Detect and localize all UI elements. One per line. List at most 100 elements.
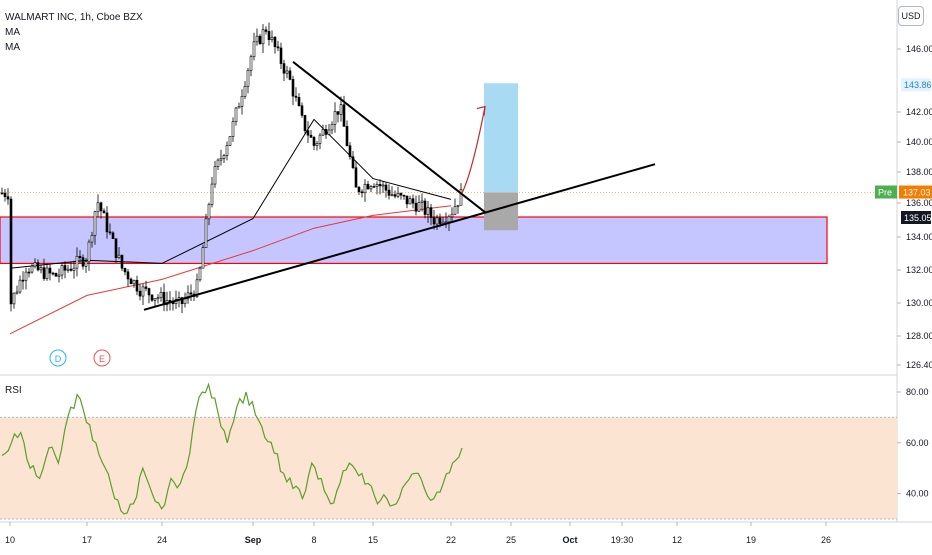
candle-body [93, 211, 97, 236]
price-tick-label: 138.00 [906, 167, 932, 177]
candle-body [363, 183, 367, 194]
candle-body [240, 95, 244, 107]
candle-body [24, 271, 28, 281]
time-tick-label: 19:30 [611, 535, 634, 545]
candle-body [75, 255, 79, 269]
ma-legend-2[interactable]: MA [5, 42, 20, 53]
price-tick-label: 146.00 [906, 44, 932, 54]
candle-body [111, 232, 115, 239]
candle-body [117, 254, 121, 259]
candle-body [66, 268, 70, 271]
candle-body [141, 286, 145, 297]
candle-body [336, 111, 340, 115]
target-box [484, 83, 518, 193]
candle-body [186, 292, 190, 300]
candle-body [0, 192, 4, 195]
pre-value-bg [899, 185, 932, 199]
candle-body [237, 106, 241, 109]
candle-body [30, 265, 34, 273]
candle-body [372, 186, 376, 188]
candle-body [216, 159, 220, 167]
candle-body [432, 217, 436, 225]
rsi-band [0, 417, 897, 519]
candle-body [210, 183, 214, 205]
price-tick-label: 140.00 [906, 137, 932, 147]
candle-body [153, 298, 157, 301]
candle-body [348, 145, 352, 158]
candle-body [459, 189, 463, 206]
candle-body [201, 247, 205, 269]
candle-body [258, 35, 262, 45]
support-zone [0, 216, 828, 265]
candle-body [294, 95, 298, 98]
candle-body [333, 111, 337, 125]
candle-body [354, 167, 358, 188]
candle-body [243, 85, 247, 97]
candle-body [159, 292, 163, 299]
candle-body [120, 254, 124, 269]
candle-body [435, 217, 439, 225]
candle-body [324, 129, 328, 135]
candle-body [84, 261, 88, 267]
candle-body [138, 290, 142, 297]
candle-body [60, 265, 64, 276]
candle-body [381, 184, 385, 187]
candle-body [408, 198, 412, 205]
descending-trendline [292, 61, 486, 213]
price-tick-label: 132.00 [906, 265, 932, 275]
candle-body [327, 129, 331, 135]
candle-body [90, 234, 94, 243]
candle-body [411, 198, 415, 204]
price-tick-label: 134.00 [906, 232, 932, 242]
candle-body [225, 145, 229, 156]
ma-legend-1[interactable]: MA [5, 27, 20, 38]
candle-body [255, 35, 259, 43]
price-tick-label: 130.00 [906, 298, 932, 308]
candle-body [9, 198, 13, 305]
price-tick-label: 128.00 [906, 331, 932, 341]
candle-body [18, 279, 22, 293]
candle-body [420, 200, 424, 203]
candle-body [63, 265, 67, 271]
time-tick-label: 24 [157, 535, 167, 545]
candle-body [123, 267, 127, 273]
candle-body [129, 278, 133, 285]
candle-body [426, 207, 430, 215]
projection-arrow [461, 106, 486, 194]
candle-body [330, 124, 334, 131]
candle-body [351, 156, 355, 169]
candle-body [417, 202, 421, 212]
dividend-letter: D [55, 354, 62, 364]
rsi-legend[interactable]: RSI [5, 385, 22, 396]
candle-body [54, 273, 58, 277]
time-tick-label: 15 [368, 535, 378, 545]
time-tick-label: Oct [562, 535, 577, 545]
rsi-tick-label: 40.00 [906, 489, 929, 499]
time-tick-label: 26 [821, 535, 831, 545]
candle-body [270, 36, 274, 41]
candle-body [390, 194, 394, 196]
candle-body [312, 137, 316, 146]
candle-body [315, 143, 319, 146]
candle-body [156, 297, 160, 300]
candles-group [0, 22, 463, 314]
candle-body [285, 70, 289, 74]
candle-body [279, 47, 283, 64]
candle-body [213, 166, 217, 185]
pre-label-bg [875, 185, 897, 199]
candle-body [297, 97, 301, 107]
ma-black-line [9, 118, 452, 269]
last-price-tag-text: 135.05 [904, 213, 932, 223]
ma-red-line [9, 205, 452, 335]
candle-body [72, 267, 76, 271]
candle-body [405, 195, 409, 205]
candle-body [195, 279, 199, 297]
time-tick-label: 17 [82, 535, 92, 545]
candle-body [132, 279, 136, 285]
candle-body [147, 288, 151, 296]
candle-body [48, 267, 52, 274]
candle-body [369, 186, 373, 190]
currency-badge[interactable]: USD [898, 6, 924, 26]
